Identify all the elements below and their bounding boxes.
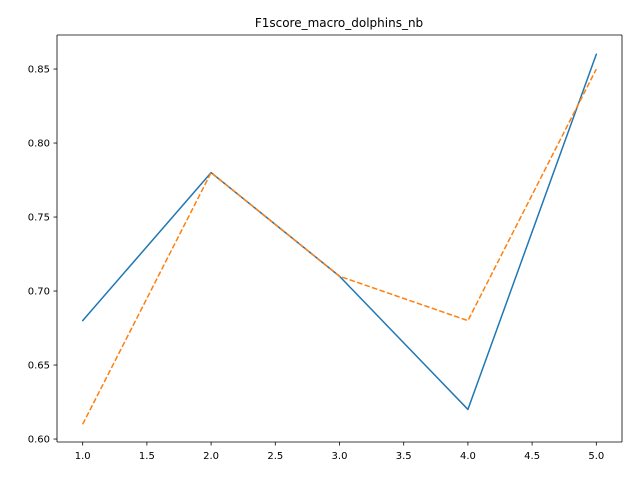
y-tick-label: 0.75 xyxy=(28,213,50,224)
x-tick-label: 1.5 xyxy=(139,451,155,462)
y-tick-label: 0.60 xyxy=(28,435,50,446)
x-tick-label: 4.0 xyxy=(460,451,476,462)
series-line-2 xyxy=(82,68,597,425)
x-tick-label: 2.5 xyxy=(267,451,283,462)
chart-title: F1score_macro_dolphins_nb xyxy=(255,16,423,30)
plot-background xyxy=(57,35,622,442)
y-tick-label: 0.65 xyxy=(28,361,50,372)
x-tick-label: 2.0 xyxy=(203,451,219,462)
axes-layer: 1.0 1.5 2.0 2.5 3.0 3.5 4.0 4.5 5.0 0.60 0.65 0.70 0… xyxy=(28,34,623,462)
y-tick-label: 0.85 xyxy=(28,65,50,76)
series-layer xyxy=(81,53,598,425)
x-tick-label: 1.0 xyxy=(75,451,91,462)
x-tick-label: 3.0 xyxy=(332,451,348,462)
x-tick-label: 3.5 xyxy=(396,451,412,462)
x-tick-label: 4.5 xyxy=(524,451,540,462)
x-tick-label: 5.0 xyxy=(588,451,604,462)
y-tick-label: 0.70 xyxy=(28,287,50,298)
y-tick-label: 0.80 xyxy=(28,139,50,150)
plot-area xyxy=(57,35,622,442)
